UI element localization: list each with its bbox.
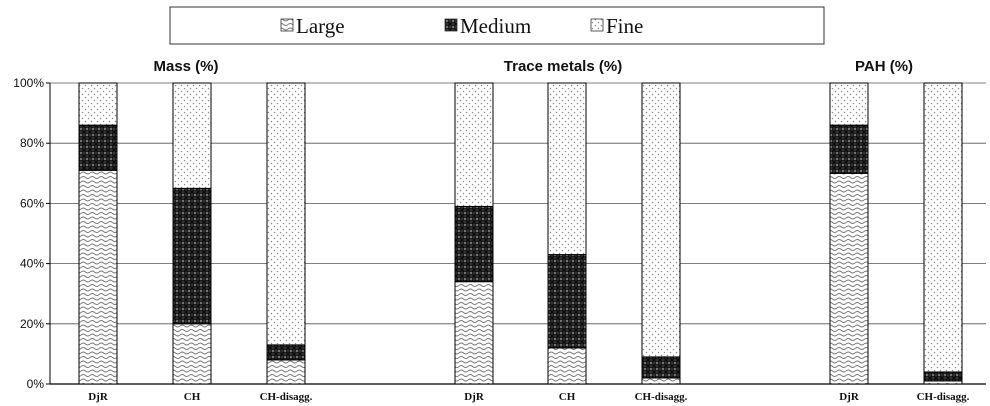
bar-2-1-medium	[923, 371, 963, 382]
y-tick-label-40: 40%	[20, 257, 44, 271]
legend-swatch-large	[280, 18, 294, 32]
bar-0-2-medium	[266, 344, 306, 361]
x-label-1-0: DjR	[464, 391, 485, 403]
bar-0-0-fine	[78, 82, 118, 126]
bar-1-0-medium	[454, 205, 494, 283]
bar-1-1-fine	[547, 82, 587, 256]
legend: Large Medium Fine	[280, 14, 643, 38]
bar-2-1-fine	[923, 82, 963, 373]
bar-1-1-medium	[547, 254, 587, 349]
bar-1-0-fine	[454, 82, 494, 207]
x-label-0-0: DjR	[88, 391, 109, 403]
y-tick-label-20: 20%	[20, 317, 44, 331]
bars	[78, 82, 963, 385]
bar-0-0-large	[78, 169, 118, 385]
bar-1-2-large	[641, 377, 681, 385]
y-tick-label-60: 60%	[20, 196, 44, 210]
bar-0-2-large	[266, 359, 306, 385]
y-tick-label-80: 80%	[20, 136, 44, 150]
bar-2-0-medium	[829, 124, 869, 174]
bar-0-0-medium	[78, 124, 118, 171]
x-axis-labels: DjR CH CH-disagg. DjR CH CH-disagg. DjR CH-disa…	[88, 391, 969, 403]
bar-1-1-large	[547, 347, 587, 385]
bar-1-0-large	[454, 281, 494, 385]
y-tick-label-100: 100%	[13, 76, 44, 90]
legend-swatch-medium	[444, 18, 458, 32]
bar-0-1-large	[172, 323, 212, 385]
panel-title-1: Trace metals (%)	[504, 58, 622, 75]
y-axis-ticks: 0% 20% 40% 60% 80% 100%	[13, 76, 50, 391]
legend-label-fine: Fine	[606, 14, 643, 38]
panel-title-0: Mass (%)	[153, 58, 218, 75]
bar-0-2-fine	[266, 82, 306, 346]
legend-label-medium: Medium	[460, 14, 531, 38]
x-label-1-1: CH	[559, 391, 576, 403]
x-label-1-2: CH-disagg.	[635, 391, 688, 403]
bar-2-0-fine	[829, 82, 869, 126]
panel-titles: Mass (%) Trace metals (%) PAH (%)	[153, 58, 913, 75]
legend-box	[169, 6, 825, 45]
x-label-2-1: CH-disagg.	[917, 391, 970, 403]
legend-swatch-fine	[590, 18, 604, 32]
bar-1-2-medium	[641, 356, 681, 379]
x-label-2-0: DjR	[839, 391, 860, 403]
y-tick-label-0: 0%	[27, 377, 45, 391]
legend-label-large: Large	[296, 14, 345, 38]
x-label-0-1: CH	[184, 391, 201, 403]
bar-1-2-fine	[641, 82, 681, 358]
panel-title-2: PAH (%)	[855, 58, 913, 75]
bar-0-1-medium	[172, 187, 212, 325]
x-label-0-2: CH-disagg.	[260, 391, 313, 403]
bar-0-1-fine	[172, 82, 212, 189]
bar-2-0-large	[829, 172, 869, 385]
